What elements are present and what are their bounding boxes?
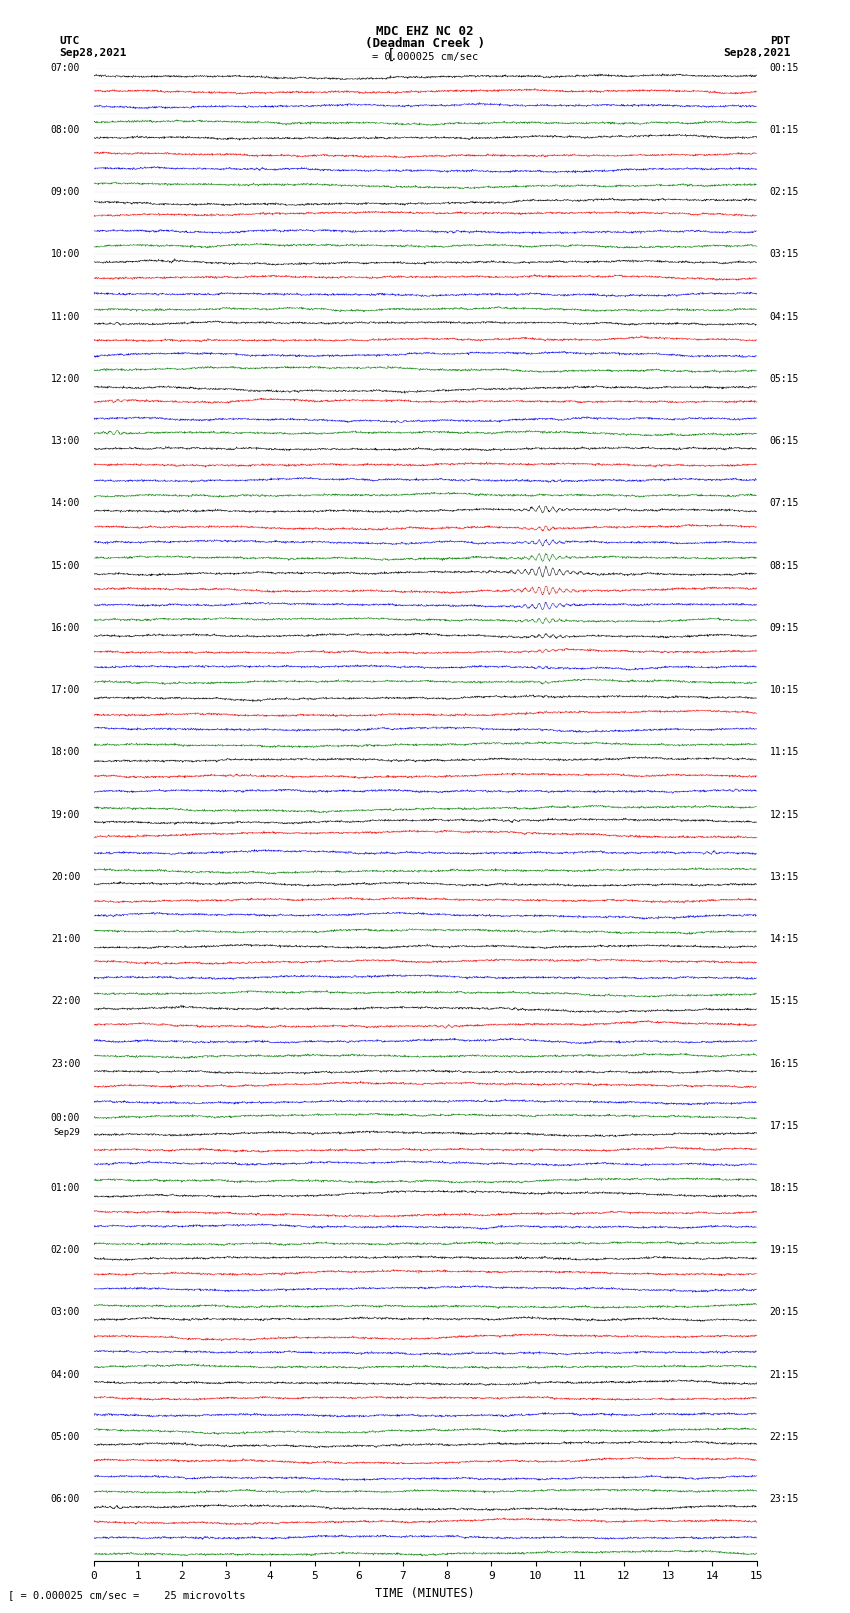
Text: 09:00: 09:00 xyxy=(51,187,80,197)
Text: 05:00: 05:00 xyxy=(51,1432,80,1442)
Text: 16:15: 16:15 xyxy=(770,1058,799,1068)
Text: 20:00: 20:00 xyxy=(51,871,80,882)
Text: 03:00: 03:00 xyxy=(51,1308,80,1318)
Text: 15:00: 15:00 xyxy=(51,561,80,571)
Text: 12:00: 12:00 xyxy=(51,374,80,384)
Text: 22:00: 22:00 xyxy=(51,997,80,1007)
Text: = 0.000025 cm/sec: = 0.000025 cm/sec xyxy=(371,52,478,61)
Text: Sep29: Sep29 xyxy=(54,1127,80,1137)
Text: 07:00: 07:00 xyxy=(51,63,80,73)
Text: 08:00: 08:00 xyxy=(51,124,80,135)
Text: 22:15: 22:15 xyxy=(770,1432,799,1442)
Text: 16:00: 16:00 xyxy=(51,623,80,632)
Text: 04:00: 04:00 xyxy=(51,1369,80,1379)
Text: 21:15: 21:15 xyxy=(770,1369,799,1379)
Text: 17:15: 17:15 xyxy=(770,1121,799,1131)
Text: 23:15: 23:15 xyxy=(770,1494,799,1505)
Text: 08:15: 08:15 xyxy=(770,561,799,571)
Text: Sep28,2021: Sep28,2021 xyxy=(723,48,791,58)
Text: 17:00: 17:00 xyxy=(51,686,80,695)
Text: [ = 0.000025 cm/sec =    25 microvolts: [ = 0.000025 cm/sec = 25 microvolts xyxy=(8,1590,246,1600)
Text: 07:15: 07:15 xyxy=(770,498,799,508)
Text: 04:15: 04:15 xyxy=(770,311,799,321)
Text: 11:00: 11:00 xyxy=(51,311,80,321)
Text: 02:15: 02:15 xyxy=(770,187,799,197)
Text: 09:15: 09:15 xyxy=(770,623,799,632)
Text: 14:00: 14:00 xyxy=(51,498,80,508)
Text: UTC: UTC xyxy=(60,37,80,47)
Text: 00:00: 00:00 xyxy=(51,1113,80,1123)
X-axis label: TIME (MINUTES): TIME (MINUTES) xyxy=(375,1587,475,1600)
Text: 13:15: 13:15 xyxy=(770,871,799,882)
Text: 15:15: 15:15 xyxy=(770,997,799,1007)
Text: 01:00: 01:00 xyxy=(51,1182,80,1194)
Text: (Deadman Creek ): (Deadman Creek ) xyxy=(365,37,485,50)
Text: 01:15: 01:15 xyxy=(770,124,799,135)
Text: 18:15: 18:15 xyxy=(770,1182,799,1194)
Text: 19:00: 19:00 xyxy=(51,810,80,819)
Text: 19:15: 19:15 xyxy=(770,1245,799,1255)
Text: 03:15: 03:15 xyxy=(770,250,799,260)
Text: [: [ xyxy=(387,48,395,61)
Text: 12:15: 12:15 xyxy=(770,810,799,819)
Text: 00:15: 00:15 xyxy=(770,63,799,73)
Text: 02:00: 02:00 xyxy=(51,1245,80,1255)
Text: 14:15: 14:15 xyxy=(770,934,799,944)
Text: 18:00: 18:00 xyxy=(51,747,80,758)
Text: Sep28,2021: Sep28,2021 xyxy=(60,48,127,58)
Text: 21:00: 21:00 xyxy=(51,934,80,944)
Text: 13:00: 13:00 xyxy=(51,436,80,447)
Text: PDT: PDT xyxy=(770,37,790,47)
Text: MDC EHZ NC 02: MDC EHZ NC 02 xyxy=(377,24,473,37)
Text: 23:00: 23:00 xyxy=(51,1058,80,1068)
Text: 11:15: 11:15 xyxy=(770,747,799,758)
Text: 10:15: 10:15 xyxy=(770,686,799,695)
Text: 05:15: 05:15 xyxy=(770,374,799,384)
Text: 06:00: 06:00 xyxy=(51,1494,80,1505)
Text: 10:00: 10:00 xyxy=(51,250,80,260)
Text: 20:15: 20:15 xyxy=(770,1308,799,1318)
Text: 06:15: 06:15 xyxy=(770,436,799,447)
